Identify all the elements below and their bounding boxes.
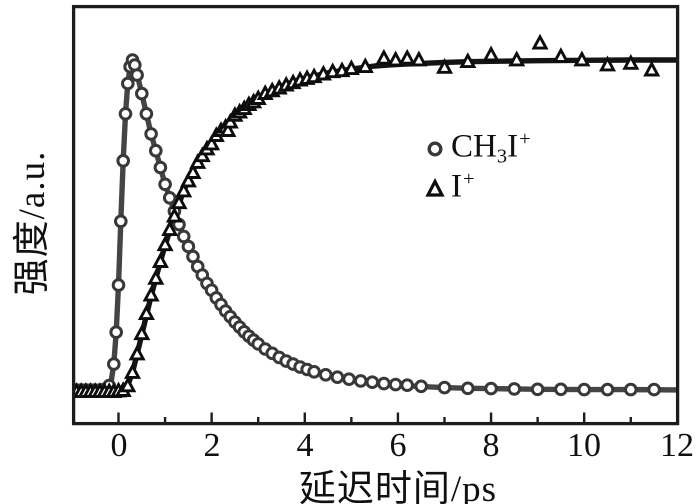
x-tick-label-0: 0 [110, 427, 128, 464]
legend-superscript: + [519, 128, 531, 151]
data-point-triangle [459, 52, 477, 69]
data-point-circle [116, 154, 130, 168]
data-point-triangle [161, 220, 179, 237]
data-point-circle [162, 191, 177, 205]
data-point-circle [135, 86, 149, 101]
x-axis-label: 延迟时间/ps [298, 469, 498, 504]
data-point-triangle [156, 235, 174, 252]
x-tick-label-2: 2 [203, 427, 221, 464]
data-point-circle [330, 370, 345, 385]
data-point-triangle [219, 121, 237, 137]
data-point-circle [353, 374, 368, 388]
x-tick-label-4: 4 [296, 427, 314, 464]
data-point-circle [600, 382, 615, 397]
x-axis-ticks [117, 412, 679, 422]
data-point-circle [388, 377, 403, 392]
data-point-triangle [410, 50, 428, 67]
data-point-triangle [342, 59, 360, 76]
data-point-triangle [123, 363, 142, 379]
data-point-triangle [203, 134, 221, 151]
legend-superscript: + [463, 168, 475, 191]
data-point-circle [342, 372, 356, 387]
triangle-marker-icon [425, 178, 445, 197]
data-point-triangle [165, 206, 183, 223]
data-point-circle [647, 382, 661, 397]
data-point-circle [114, 214, 128, 229]
data-point-triangle [622, 53, 640, 70]
fit-line-CH3I+ [73, 57, 678, 393]
x-tick-label-8: 8 [482, 427, 500, 464]
data-point-triangle [573, 50, 591, 67]
x-tick-label-12: 12 [660, 427, 694, 464]
data-point-triangle [128, 344, 146, 361]
plot-content [73, 33, 678, 398]
data-point-triangle [508, 50, 526, 67]
data-point-circle [377, 376, 391, 391]
data-point-circle [400, 378, 415, 393]
data-point-circle [484, 381, 498, 396]
data-point-triangle [356, 57, 374, 74]
data-point-triangle [482, 45, 500, 62]
data-point-triangle [598, 55, 617, 72]
legend-text: CH [451, 128, 497, 165]
data-point-triangle [147, 268, 165, 285]
legend-subscript: 3 [496, 145, 508, 168]
data-point-circle [530, 382, 545, 397]
data-point-triangle [184, 163, 202, 179]
plot-frame [71, 4, 680, 426]
data-point-circle [554, 382, 568, 397]
data-point-circle [414, 379, 429, 394]
x-tick-label-10: 10 [567, 427, 601, 464]
circle-marker-icon [427, 141, 443, 157]
series-I+-markers [73, 33, 661, 398]
data-point-triangle [170, 193, 188, 210]
legend-item-ch3i: CH3I+ [421, 128, 531, 168]
data-point-triangle [142, 285, 160, 302]
data-point-circle [144, 127, 158, 141]
data-point-circle [365, 375, 380, 390]
legend-label-ch3i: CH3I+ [451, 129, 531, 167]
data-point-circle [139, 107, 154, 121]
legend-item-i: I+ [421, 168, 531, 208]
data-point-circle [507, 382, 522, 396]
data-point-triangle [175, 181, 193, 198]
data-point-triangle [531, 33, 549, 50]
data-point-circle [437, 380, 452, 395]
data-point-triangle [387, 50, 405, 67]
data-point-circle [111, 278, 126, 292]
fit-line-I+ [73, 57, 678, 395]
data-point-triangle [398, 48, 416, 65]
series-CH3I+-markers [73, 53, 661, 397]
data-point-triangle [375, 48, 393, 65]
data-point-triangle [552, 47, 570, 63]
data-point-circle [121, 76, 135, 91]
data-point-circle [624, 382, 638, 397]
legend: CH3I+ I+ [421, 128, 531, 208]
legend-label-i: I+ [451, 169, 475, 207]
data-point-circle [130, 68, 144, 82]
legend-text: I [507, 128, 519, 165]
data-point-circle [158, 177, 172, 192]
data-point-triangle [643, 60, 661, 77]
data-point-triangle [151, 252, 169, 268]
data-point-circle [461, 381, 475, 396]
data-point-circle [149, 143, 163, 158]
legend-text: I [451, 168, 462, 205]
data-point-triangle [137, 304, 155, 321]
data-point-circle [577, 382, 592, 397]
y-axis-label: 强度/a.u. [12, 150, 53, 296]
x-tick-label-6: 6 [389, 427, 407, 464]
data-point-circle [109, 325, 123, 340]
data-point-triangle [119, 376, 137, 393]
data-point-circle [318, 368, 333, 382]
data-point-circle [153, 160, 168, 175]
data-point-circle [307, 365, 321, 379]
data-point-triangle [133, 324, 151, 341]
data-point-triangle [435, 57, 454, 74]
data-point-circle [107, 357, 121, 371]
data-point-triangle [179, 171, 197, 188]
data-point-circle [118, 107, 133, 121]
